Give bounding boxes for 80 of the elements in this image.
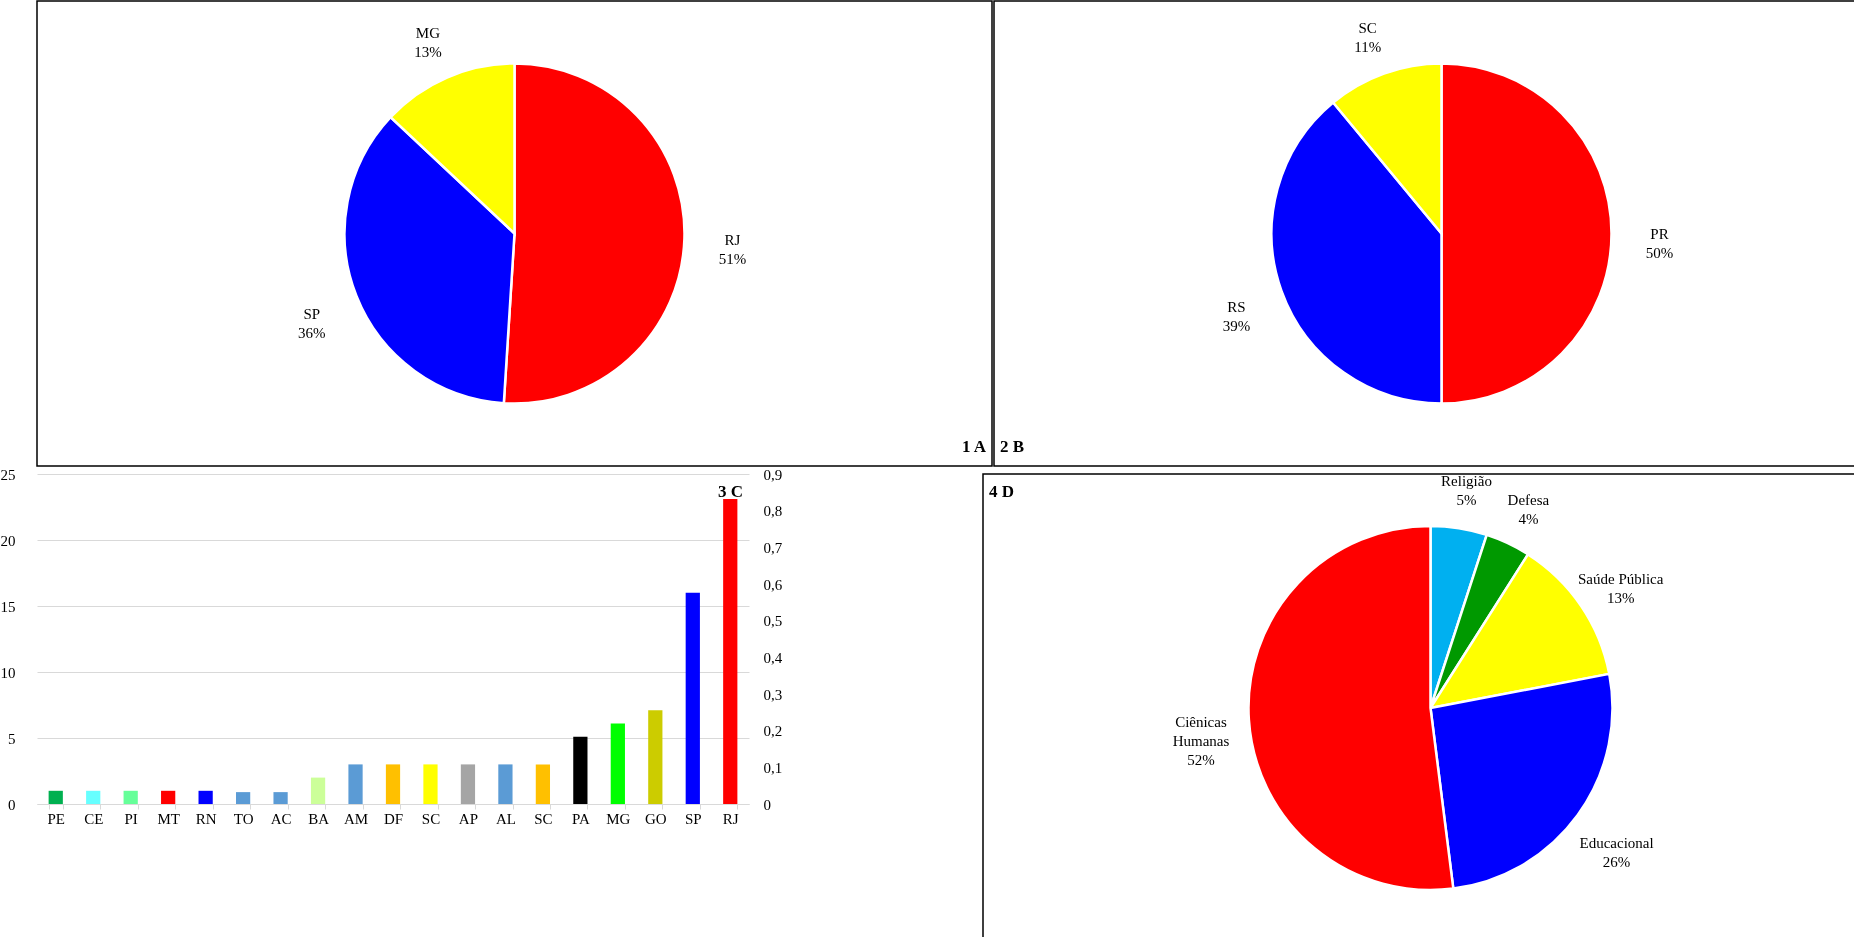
x-tick-label: PA bbox=[571, 810, 590, 827]
data-label: 36% bbox=[298, 324, 326, 341]
y2-tick-label: 0,5 bbox=[763, 613, 783, 630]
x-tick-label: CE bbox=[84, 810, 104, 827]
x-tick-label: DF bbox=[383, 810, 404, 827]
x-tick-label: SC bbox=[534, 810, 553, 827]
data-label: 39% bbox=[1222, 318, 1251, 335]
y2-tick-label: 0,6 bbox=[763, 576, 783, 593]
text: 1 A bbox=[961, 437, 987, 456]
slice-label: Religião bbox=[1441, 472, 1492, 489]
bar bbox=[423, 764, 438, 804]
slice-label: SC bbox=[1358, 20, 1377, 37]
bar bbox=[498, 764, 513, 804]
x-tick-label: SP bbox=[684, 810, 702, 827]
y2-tick-label: 0,3 bbox=[763, 686, 783, 703]
x-tick-label: AC bbox=[270, 810, 292, 827]
data-label: 5% bbox=[1456, 491, 1477, 508]
data-label: 13% bbox=[1606, 589, 1635, 606]
bar bbox=[161, 790, 176, 804]
x-tick-label: AL bbox=[495, 810, 516, 827]
x-tick-label: AP bbox=[458, 810, 479, 827]
bar bbox=[198, 790, 213, 804]
x-tick-label: MG bbox=[606, 810, 631, 827]
data-label: 13% bbox=[414, 44, 442, 61]
y-tick-label: 5 bbox=[8, 730, 16, 747]
x-tick-label: MT bbox=[157, 810, 180, 827]
bar bbox=[723, 499, 738, 804]
slice-label: Defesa bbox=[1507, 491, 1550, 508]
slice-label: RJ bbox=[724, 232, 741, 249]
y-tick-label: 15 bbox=[0, 598, 16, 615]
data-label: 4% bbox=[1518, 510, 1539, 527]
y2-tick-label: 0,1 bbox=[763, 759, 783, 776]
data-label: 26% bbox=[1602, 854, 1631, 871]
bar bbox=[86, 790, 101, 804]
bar bbox=[648, 710, 663, 804]
x-tick-label: RJ bbox=[722, 810, 739, 827]
x-tick-label: PI bbox=[124, 810, 138, 827]
y-tick-label: 25 bbox=[0, 466, 16, 483]
x-tick-label: TO bbox=[233, 810, 254, 827]
bar bbox=[123, 790, 138, 804]
text: 2 B bbox=[1000, 437, 1025, 456]
annotation: 3 C bbox=[717, 482, 743, 501]
y-tick-label: 0 bbox=[8, 796, 16, 813]
slice-label: SP bbox=[303, 305, 321, 322]
slice-label: RS bbox=[1227, 299, 1246, 316]
slice-label: Saúde Pública bbox=[1578, 570, 1664, 587]
x-tick-label: GO bbox=[644, 810, 667, 827]
bar bbox=[610, 723, 625, 804]
bar bbox=[48, 790, 63, 804]
x-tick-label: RN bbox=[195, 810, 217, 827]
bar bbox=[385, 764, 401, 804]
slice-label: Ciênicas Humanas bbox=[1172, 714, 1230, 750]
text: 4 D bbox=[989, 482, 1015, 501]
slice-label: Educacional bbox=[1579, 835, 1654, 852]
bar bbox=[273, 792, 288, 804]
bar bbox=[235, 792, 251, 804]
x-tick-label: AM bbox=[343, 810, 369, 827]
x-tick-label: SC bbox=[421, 810, 441, 827]
data-label: 52% bbox=[1187, 752, 1215, 769]
slice-label: PR bbox=[1650, 225, 1669, 242]
y-tick-label: 10 bbox=[0, 664, 16, 681]
y2-tick-label: 0,8 bbox=[763, 503, 783, 520]
y2-tick-label: 0,9 bbox=[763, 466, 783, 483]
data-label: 11% bbox=[1354, 39, 1382, 56]
y2-tick-label: 0 bbox=[763, 796, 771, 813]
y2-tick-label: 0,2 bbox=[763, 723, 783, 740]
bar bbox=[535, 764, 551, 804]
x-tick-label: PE bbox=[47, 810, 65, 827]
bar bbox=[685, 592, 700, 804]
data-label: 50% bbox=[1645, 244, 1674, 261]
y2-tick-label: 0,4 bbox=[763, 649, 783, 666]
bar bbox=[573, 736, 588, 804]
x-tick-label: BA bbox=[308, 810, 330, 827]
bar bbox=[348, 764, 363, 804]
bar bbox=[460, 764, 476, 804]
slice-label: MG bbox=[415, 25, 441, 42]
y2-tick-label: 0,7 bbox=[763, 539, 783, 556]
bar bbox=[310, 777, 326, 804]
y-tick-label: 20 bbox=[0, 532, 16, 549]
data-label: 51% bbox=[718, 251, 747, 268]
